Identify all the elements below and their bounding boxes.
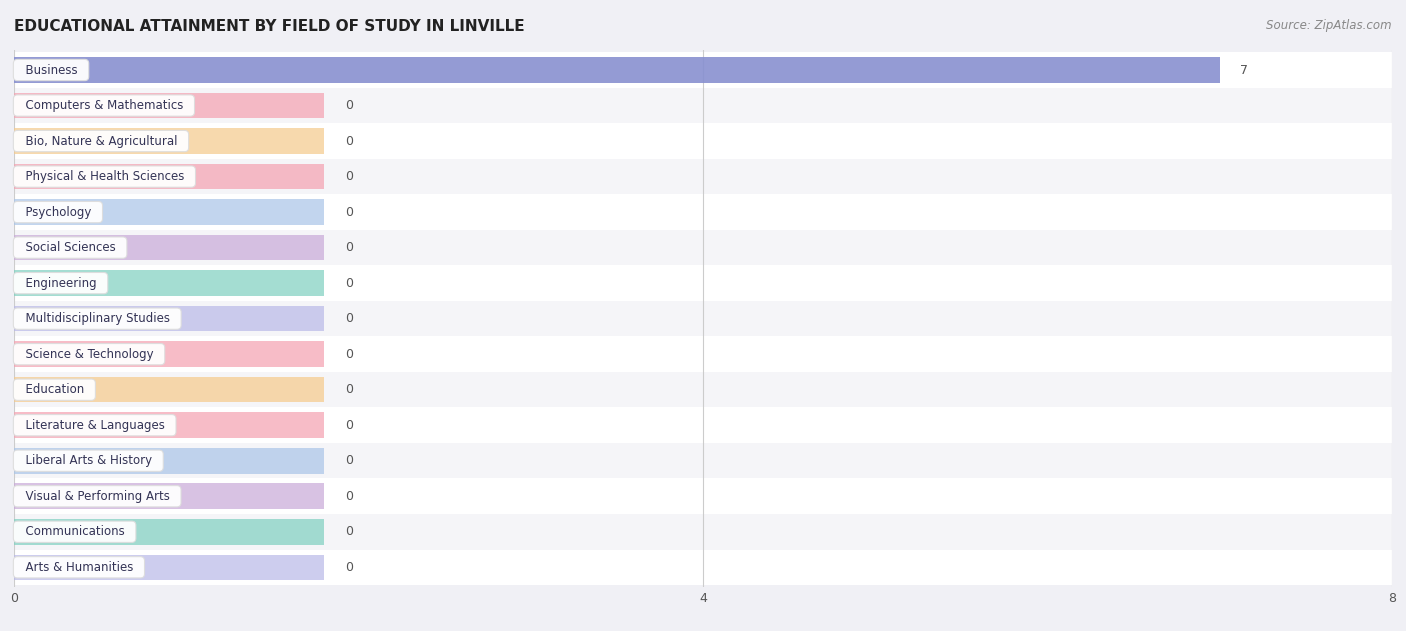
Bar	[14, 448, 325, 473]
Text: Visual & Performing Arts: Visual & Performing Arts	[17, 490, 177, 503]
Bar	[14, 341, 325, 367]
Text: 0: 0	[344, 419, 353, 432]
Bar	[14, 57, 1219, 83]
Text: 7: 7	[1240, 64, 1249, 76]
Text: 0: 0	[344, 99, 353, 112]
Text: Business: Business	[17, 64, 84, 76]
Text: 0: 0	[344, 134, 353, 148]
Bar	[14, 93, 325, 119]
Bar	[14, 194, 1392, 230]
Text: 0: 0	[344, 312, 353, 325]
Text: Communications: Communications	[17, 525, 132, 538]
Bar	[14, 164, 325, 189]
Text: Liberal Arts & History: Liberal Arts & History	[17, 454, 159, 467]
Text: 0: 0	[344, 276, 353, 290]
Bar	[14, 478, 1392, 514]
Text: 0: 0	[344, 490, 353, 503]
Text: Social Sciences: Social Sciences	[17, 241, 122, 254]
Bar	[14, 413, 325, 438]
Bar	[14, 443, 1392, 478]
Bar	[14, 230, 1392, 266]
Bar	[14, 519, 325, 545]
Text: Psychology: Psychology	[17, 206, 98, 218]
Text: Science & Technology: Science & Technology	[17, 348, 160, 361]
Text: 0: 0	[344, 561, 353, 574]
Text: Bio, Nature & Agricultural: Bio, Nature & Agricultural	[17, 134, 184, 148]
Bar	[14, 123, 1392, 159]
Text: Arts & Humanities: Arts & Humanities	[17, 561, 141, 574]
Bar	[14, 377, 325, 403]
Text: Education: Education	[17, 383, 91, 396]
Text: 0: 0	[344, 206, 353, 218]
Text: Multidisciplinary Studies: Multidisciplinary Studies	[17, 312, 177, 325]
Text: 0: 0	[344, 348, 353, 361]
Bar	[14, 235, 325, 261]
Bar	[14, 514, 1392, 550]
Bar	[14, 306, 325, 331]
Text: 0: 0	[344, 525, 353, 538]
Text: EDUCATIONAL ATTAINMENT BY FIELD OF STUDY IN LINVILLE: EDUCATIONAL ATTAINMENT BY FIELD OF STUDY…	[14, 19, 524, 34]
Bar	[14, 408, 1392, 443]
Bar	[14, 159, 1392, 194]
Text: 0: 0	[344, 241, 353, 254]
Text: Computers & Mathematics: Computers & Mathematics	[17, 99, 190, 112]
Text: Engineering: Engineering	[17, 276, 104, 290]
Text: Literature & Languages: Literature & Languages	[17, 419, 172, 432]
Bar	[14, 301, 1392, 336]
Text: 0: 0	[344, 454, 353, 467]
Text: Physical & Health Sciences: Physical & Health Sciences	[17, 170, 191, 183]
Bar	[14, 555, 325, 580]
Bar	[14, 128, 325, 154]
Text: 0: 0	[344, 383, 353, 396]
Bar	[14, 550, 1392, 585]
Bar	[14, 52, 1392, 88]
Text: 0: 0	[344, 170, 353, 183]
Bar	[14, 336, 1392, 372]
Bar	[14, 483, 325, 509]
Bar	[14, 266, 1392, 301]
Bar	[14, 270, 325, 296]
Bar	[14, 88, 1392, 123]
Bar	[14, 199, 325, 225]
Text: Source: ZipAtlas.com: Source: ZipAtlas.com	[1267, 19, 1392, 32]
Bar	[14, 372, 1392, 408]
